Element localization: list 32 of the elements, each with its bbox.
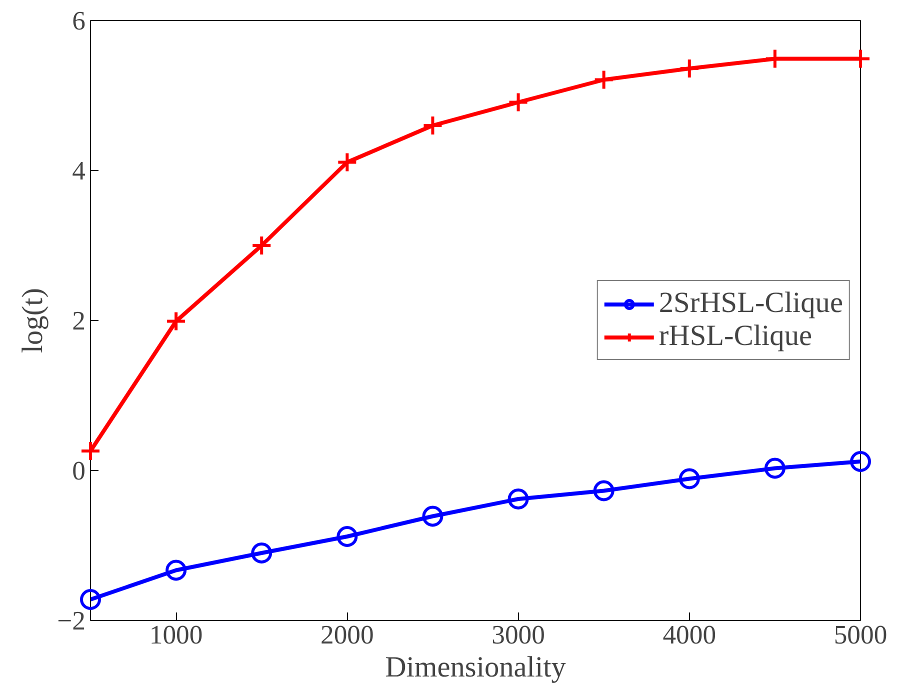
point <box>678 58 700 79</box>
point <box>251 235 272 256</box>
y-tick-label: 0 <box>72 456 86 486</box>
point <box>336 152 358 173</box>
x-tick-label: 2000 <box>320 620 374 650</box>
y-axis-title: log(t) <box>17 288 50 354</box>
point <box>508 92 529 113</box>
point <box>251 542 272 564</box>
point <box>850 451 871 472</box>
point <box>678 468 700 490</box>
point <box>166 560 187 581</box>
point <box>166 310 187 332</box>
x-tick-label: 3000 <box>492 620 545 650</box>
point <box>80 589 101 610</box>
point <box>336 526 358 547</box>
y-tick-label: 4 <box>72 156 86 186</box>
y-tick-label: −2 <box>57 606 86 636</box>
x-tick-label: 1000 <box>149 620 203 650</box>
point <box>80 440 101 462</box>
point <box>593 69 614 90</box>
x-axis-title: Dimensionality <box>385 652 566 684</box>
y-tick-label: 2 <box>72 306 86 336</box>
x-tick-label: 4000 <box>662 620 716 650</box>
point <box>593 480 614 502</box>
point <box>764 458 786 479</box>
point <box>422 506 444 527</box>
x-tick-label: 5000 <box>834 620 888 650</box>
y-tick-label: 6 <box>72 6 86 36</box>
legend-label: 2SrHSL-Clique <box>658 287 843 320</box>
point <box>508 488 529 510</box>
point <box>422 115 444 136</box>
legend-label: rHSL-Clique <box>658 320 812 353</box>
